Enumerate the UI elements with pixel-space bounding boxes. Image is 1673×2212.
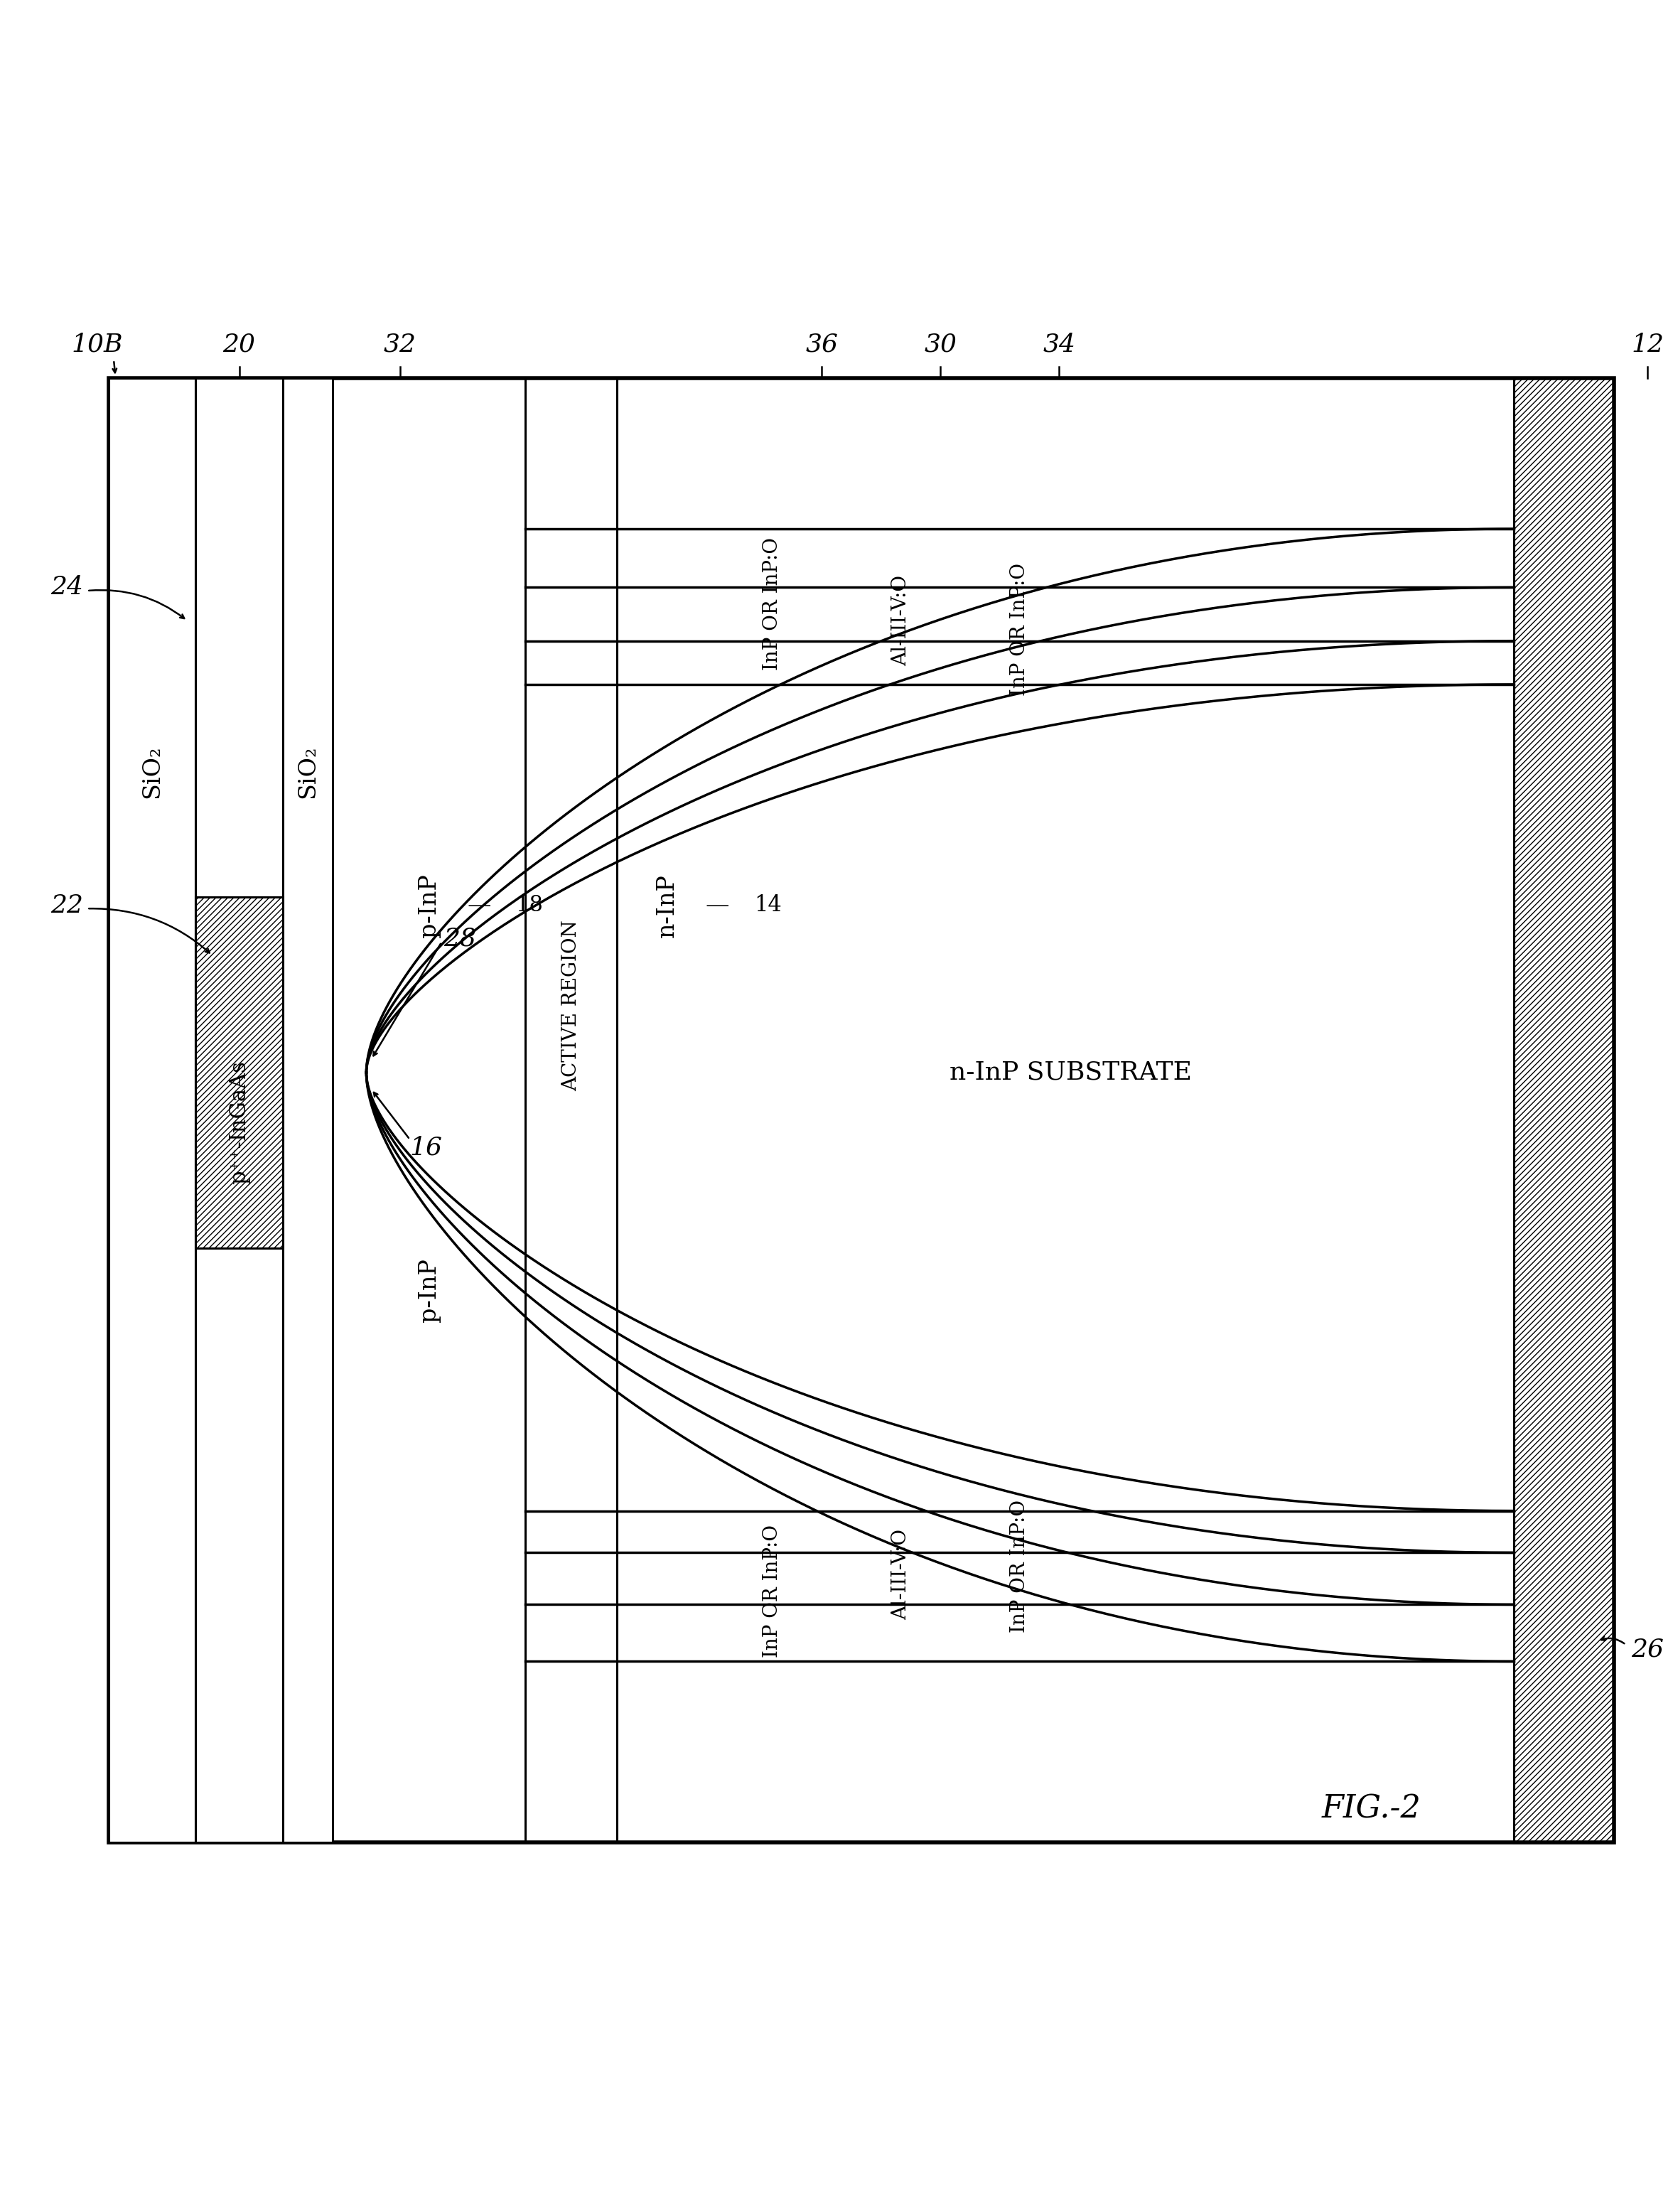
Text: 36: 36 [805,332,838,356]
Text: 12: 12 [1631,332,1665,356]
Text: n-InP SUBSTRATE: n-InP SUBSTRATE [949,1060,1191,1084]
Text: 10B: 10B [72,332,122,356]
Text: 16: 16 [410,1135,443,1159]
Text: 26: 26 [1631,1637,1663,1661]
Bar [1514,378,1614,1843]
Text: SiO₂: SiO₂ [141,745,164,799]
Text: —: — [467,894,492,916]
Text: p-InP: p-InP [418,874,440,938]
Bar [1514,378,1614,1843]
Text: 28: 28 [443,927,475,951]
Bar [109,378,1614,1843]
Bar [109,378,196,1843]
Text: SiO₂: SiO₂ [296,745,320,799]
Text: InP OR InP:O: InP OR InP:O [763,1524,781,1657]
Text: InP OR InP:O: InP OR InP:O [763,538,781,670]
Text: 18: 18 [515,894,544,916]
Text: FIG.-2: FIG.-2 [1322,1794,1422,1825]
Text: p-InP: p-InP [418,1259,440,1323]
Bar [196,896,283,1248]
Text: Al-III-V:O: Al-III-V:O [892,575,910,666]
Text: 14: 14 [755,894,781,916]
Text: —: — [706,894,729,916]
Text: 24: 24 [50,575,84,599]
Text: p⁺⁺-InGaAs: p⁺⁺-InGaAs [228,1062,251,1183]
Text: 22: 22 [50,894,84,918]
Text: InP OR InP:O: InP OR InP:O [1010,1500,1029,1632]
Bar [283,378,333,1843]
Text: n-InP: n-InP [656,874,679,938]
Text: 20: 20 [223,332,256,356]
Text: 30: 30 [923,332,957,356]
Text: ACTIVE REGION: ACTIVE REGION [562,920,581,1091]
Text: 32: 32 [383,332,417,356]
Text: InP OR InP:O: InP OR InP:O [1010,562,1029,695]
Text: 34: 34 [1042,332,1076,356]
Bar [196,378,283,1843]
Text: Al-III-V:O: Al-III-V:O [892,1528,910,1619]
